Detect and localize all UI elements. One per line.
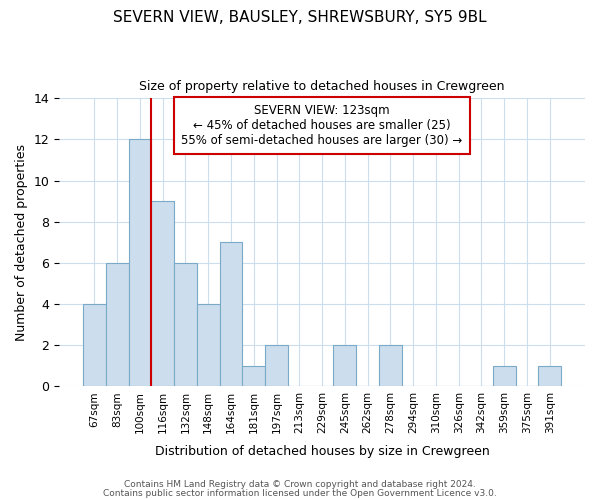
Bar	[379, 345, 402, 387]
Text: Contains public sector information licensed under the Open Government Licence v3: Contains public sector information licen…	[103, 488, 497, 498]
Text: SEVERN VIEW, BAUSLEY, SHREWSBURY, SY5 9BL: SEVERN VIEW, BAUSLEY, SHREWSBURY, SY5 9B…	[113, 10, 487, 25]
Bar	[242, 366, 265, 386]
Title: Size of property relative to detached houses in Crewgreen: Size of property relative to detached ho…	[139, 80, 505, 93]
Bar	[220, 242, 242, 386]
X-axis label: Distribution of detached houses by size in Crewgreen: Distribution of detached houses by size …	[155, 444, 490, 458]
Bar	[265, 345, 288, 387]
Bar	[106, 263, 128, 386]
Bar	[538, 366, 561, 386]
Bar	[334, 345, 356, 387]
Bar	[128, 140, 151, 386]
Text: Contains HM Land Registry data © Crown copyright and database right 2024.: Contains HM Land Registry data © Crown c…	[124, 480, 476, 489]
Bar	[493, 366, 515, 386]
Bar	[151, 201, 174, 386]
Y-axis label: Number of detached properties: Number of detached properties	[15, 144, 28, 341]
Bar	[197, 304, 220, 386]
Bar	[174, 263, 197, 386]
Bar	[83, 304, 106, 386]
Text: SEVERN VIEW: 123sqm
← 45% of detached houses are smaller (25)
55% of semi-detach: SEVERN VIEW: 123sqm ← 45% of detached ho…	[181, 104, 463, 147]
